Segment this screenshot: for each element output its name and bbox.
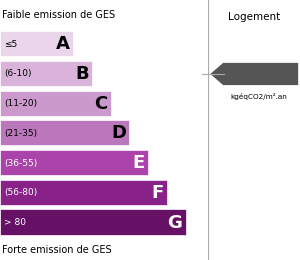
- Bar: [0, 210, 187, 236]
- Text: (11-20): (11-20): [4, 99, 37, 108]
- Text: kgéqCO2/m².an: kgéqCO2/m².an: [230, 93, 287, 100]
- Bar: [0, 31, 74, 57]
- Text: E: E: [133, 154, 145, 172]
- Text: (56-80): (56-80): [4, 188, 38, 197]
- Text: C: C: [94, 95, 107, 113]
- Text: G: G: [168, 213, 182, 232]
- Text: Logement: Logement: [228, 12, 280, 22]
- Polygon shape: [210, 63, 298, 85]
- Text: B: B: [75, 65, 88, 83]
- Text: ≤5: ≤5: [4, 40, 17, 49]
- Text: (21-35): (21-35): [4, 129, 37, 138]
- Text: (36-55): (36-55): [4, 159, 38, 168]
- Text: Faible emission de GES: Faible emission de GES: [2, 10, 115, 20]
- Text: > 80: > 80: [4, 218, 26, 227]
- Bar: [0, 150, 149, 176]
- Text: (6-10): (6-10): [4, 69, 32, 79]
- Text: F: F: [152, 184, 164, 202]
- Text: A: A: [56, 35, 70, 53]
- Bar: [0, 91, 112, 117]
- Text: Forte emission de GES: Forte emission de GES: [2, 245, 112, 255]
- Bar: [0, 180, 168, 206]
- Text: D: D: [111, 125, 126, 142]
- Bar: [0, 120, 130, 146]
- Text: 7: 7: [258, 67, 269, 81]
- Bar: [0, 61, 93, 87]
